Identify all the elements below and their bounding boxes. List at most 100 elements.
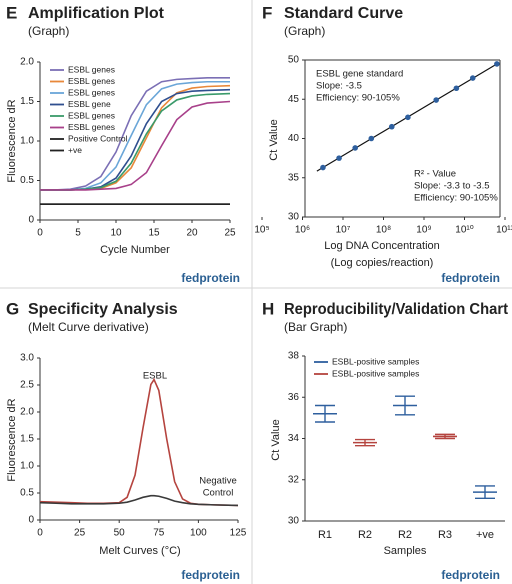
data-point	[469, 75, 476, 81]
watermark: fedprotein	[441, 568, 500, 582]
y-tick-label: 40	[288, 133, 300, 144]
panel-letter: H	[262, 299, 274, 318]
panel-subtitle: (Melt Curve derivative)	[28, 320, 149, 334]
y-tick-label: 1.5	[20, 96, 34, 107]
x-tick-label: 15	[148, 228, 160, 239]
data-point	[453, 85, 460, 92]
watermark: fedprotein	[181, 271, 240, 285]
x-tick-label: 100	[190, 528, 207, 539]
x-tick-label: 10¹⁰	[455, 225, 473, 236]
panel-title: Standard Curve	[284, 5, 403, 22]
y-tick-label: 1.0	[20, 136, 34, 147]
y-tick-label: 0	[28, 215, 34, 226]
watermark: fedprotein	[181, 568, 240, 582]
x-tick-label: 0	[37, 528, 43, 539]
data-point	[336, 155, 342, 161]
x-tick-label: 10⁹	[416, 225, 431, 236]
annotation: Efficiency: 90-105%	[414, 193, 498, 204]
y-axis-label: Ct Value	[270, 419, 282, 460]
legend-label: ESBL-positive samples	[332, 368, 419, 378]
x-axis-label: Log DNA Concentration	[324, 240, 440, 252]
data-point	[388, 123, 395, 130]
data-point	[433, 97, 439, 103]
series-line	[40, 100, 231, 191]
legend-label: Positive Control	[68, 133, 128, 143]
series-line	[39, 494, 239, 507]
y-tick-label: 2.0	[20, 57, 34, 68]
legend-label: ESBL gene	[68, 99, 111, 109]
y-tick-label: 30	[288, 212, 300, 223]
x-tick-label: 50	[114, 528, 126, 539]
legend-label: +ve	[68, 145, 82, 155]
x-tick-label: 10⁷	[336, 225, 351, 236]
y-tick-label: 34	[288, 433, 300, 444]
x-tick-label: 125	[230, 528, 247, 539]
y-tick-label: 35	[288, 172, 300, 183]
panel-title: Amplification Plot	[28, 5, 165, 22]
x-tick-label: 10¹¹	[496, 225, 512, 236]
x-tick-label: 10	[110, 228, 122, 239]
panel-letter: E	[6, 3, 17, 22]
x-tick-label: R2	[358, 529, 372, 541]
panel-letter: G	[6, 299, 19, 318]
x-tick-label: 25	[74, 528, 86, 539]
annotation: ESBL gene standard	[316, 69, 403, 80]
panel-title: Reproducibility/Validation Chart	[284, 301, 509, 318]
y-tick-label: 32	[288, 474, 300, 485]
legend-label: ESBL genes	[68, 64, 115, 74]
y-axis-label: Ct Value	[268, 119, 280, 160]
y-tick-label: 2.0	[20, 407, 34, 418]
annotation: Negative	[199, 476, 237, 487]
y-tick-label: 3.0	[20, 353, 34, 364]
y-tick-label: 50	[288, 55, 300, 66]
data-point	[352, 145, 358, 151]
y-tick-label: 38	[288, 351, 300, 362]
panel-title: Specificity Analysis	[28, 301, 178, 318]
annotation: Slope: -3.3 to -3.5	[414, 181, 490, 192]
data-point	[494, 61, 500, 67]
y-tick-label: 0.5	[20, 488, 34, 499]
annotation: R² - Value	[414, 169, 456, 180]
y-axis-label: Fluorescence dR	[6, 398, 18, 481]
annotation: Control	[203, 488, 234, 499]
data-point	[405, 114, 411, 121]
legend-label: ESBL genes	[68, 76, 115, 86]
x-tick-label: 10⁸	[376, 225, 391, 236]
y-tick-label: 36	[288, 392, 300, 403]
x-axis-label: Cycle Number	[100, 244, 170, 256]
data-point	[320, 164, 326, 171]
x-tick-label: 5	[75, 228, 81, 239]
y-tick-label: 1.5	[20, 434, 34, 445]
panel-subtitle: (Graph)	[284, 24, 325, 38]
y-tick-label: 1.0	[20, 461, 34, 472]
annotation: ESBL	[143, 371, 167, 382]
x-tick-label: +ve	[476, 529, 494, 541]
annotation: Efficiency: 90-105%	[316, 93, 400, 104]
x-tick-label: 10⁵	[254, 225, 269, 236]
legend-label: ESBL genes	[68, 110, 115, 120]
legend-label: ESBL genes	[68, 87, 115, 97]
x-tick-label: 75	[153, 528, 165, 539]
watermark: fedprotein	[441, 271, 500, 285]
y-axis-label: Fluorescence dR	[6, 99, 18, 182]
x-axis-label: Samples	[384, 545, 427, 557]
x-tick-label: R2	[398, 529, 412, 541]
annotation: Slope: -3.5	[316, 81, 362, 92]
legend-label: ESBL-positive samples	[332, 356, 419, 366]
panel-letter: F	[262, 3, 272, 22]
y-tick-label: 30	[288, 516, 300, 527]
x-axis-label: Melt Curves (°C)	[99, 545, 180, 557]
x-tick-label: 20	[186, 228, 198, 239]
panel-subtitle: (Bar Graph)	[284, 320, 347, 334]
x-tick-label: R3	[438, 529, 452, 541]
x-tick-label: R1	[318, 529, 332, 541]
y-tick-label: 0	[28, 515, 34, 526]
y-tick-label: 0.5	[20, 175, 34, 186]
x-tick-label: 10⁶	[295, 225, 310, 236]
y-tick-label: 45	[288, 94, 300, 105]
y-tick-label: 2.5	[20, 380, 34, 391]
legend-label: ESBL genes	[68, 122, 115, 132]
data-point	[368, 135, 375, 142]
x-axis-label-note: (Log copies/reaction)	[331, 257, 434, 269]
